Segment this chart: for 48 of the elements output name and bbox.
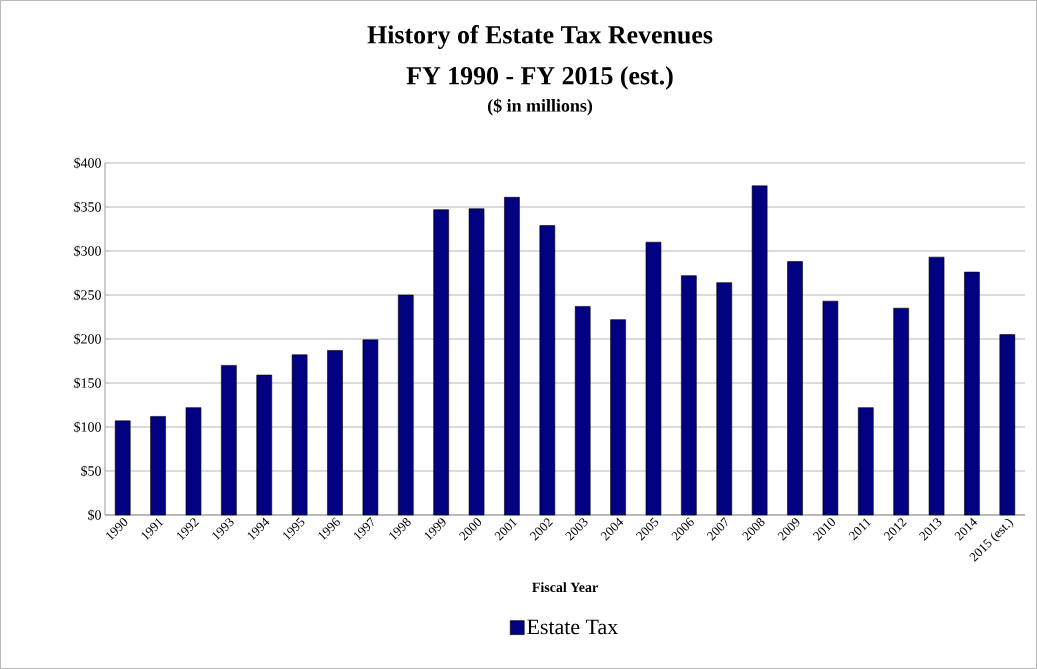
x-tick-label: 1999 [424, 518, 446, 541]
bar [999, 334, 1016, 516]
bar [964, 271, 980, 516]
legend-label: Estate Tax [527, 619, 618, 635]
bar [468, 208, 485, 516]
x-tick-label: 1992 [176, 518, 200, 541]
bar [504, 197, 520, 516]
y-tick-label: $400 [74, 157, 101, 169]
y-tick-label: $200 [74, 333, 101, 345]
bar [645, 241, 662, 516]
bar [362, 339, 379, 516]
bar [716, 282, 733, 516]
bar [185, 407, 202, 516]
x-tick-label: 1991 [141, 518, 164, 541]
chart-subtitle: FY 1990 - FY 2015 (est.) [406, 66, 673, 90]
x-tick-label: 2011 [848, 518, 872, 541]
bar [433, 209, 449, 516]
y-tick-label: $150 [74, 377, 101, 389]
bar [291, 354, 308, 516]
bar [928, 256, 945, 516]
x-tick-label: 1998 [389, 518, 411, 541]
text: ($ in millions) [487, 98, 593, 116]
y-tick-label: $100 [74, 421, 101, 433]
bar [327, 350, 343, 516]
y-tick-label: $50 [81, 465, 101, 477]
y-tick-label: $350 [74, 201, 101, 213]
x-tick-label: 1994 [247, 517, 270, 541]
y-tick-label: $0 [88, 509, 101, 521]
bar [610, 319, 626, 516]
bar [751, 185, 768, 516]
bar [150, 416, 166, 516]
bar [397, 294, 414, 516]
chart-title: History of Estate Tax Revenues [367, 25, 713, 49]
bar [822, 300, 839, 516]
x-axis-title: Fiscal Year [532, 582, 598, 593]
bar [857, 407, 874, 516]
y-tick-label: $250 [74, 289, 101, 301]
bar [681, 275, 697, 516]
y-tick-label: $300 [74, 245, 101, 257]
x-tick-label: 1990 [106, 518, 128, 541]
bar [114, 420, 131, 516]
x-tick-label: 1993 [212, 518, 234, 541]
bar [221, 365, 237, 516]
bar [893, 307, 909, 516]
bar [539, 225, 556, 516]
bar [574, 306, 591, 516]
bar [256, 374, 273, 516]
bar [787, 261, 803, 516]
